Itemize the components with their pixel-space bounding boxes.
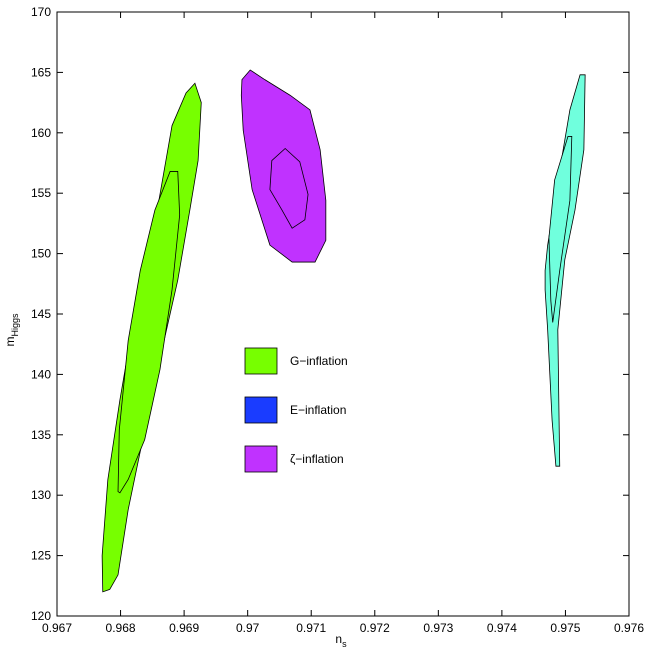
legend-swatch bbox=[244, 445, 278, 473]
x-axis-label: ns bbox=[335, 632, 347, 649]
y-tick-label: 155 bbox=[31, 186, 51, 200]
regions bbox=[101, 69, 586, 593]
x-tick-label: 0.975 bbox=[550, 621, 580, 635]
y-tick-label: 120 bbox=[31, 609, 51, 623]
legend-swatch bbox=[244, 347, 278, 375]
legend-swatch bbox=[244, 396, 278, 424]
y-tick-label: 145 bbox=[31, 307, 51, 321]
y-tick-label: 160 bbox=[31, 126, 51, 140]
y-tick-label: 165 bbox=[31, 65, 51, 79]
legend-label: E−inflation bbox=[290, 403, 346, 417]
x-tick-label: 0.974 bbox=[487, 621, 517, 635]
x-tick-label: 0.976 bbox=[614, 621, 644, 635]
y-tick-label: 140 bbox=[31, 367, 51, 381]
y-label-sub: Higgs bbox=[10, 313, 20, 337]
x-tick-label: 0.967 bbox=[42, 621, 72, 635]
x-tick-label: 0.97 bbox=[236, 621, 260, 635]
x-tick-label: 0.969 bbox=[169, 621, 199, 635]
contour-inner bbox=[548, 136, 573, 323]
x-label-sub: s bbox=[342, 639, 347, 649]
x-tick-label: 0.973 bbox=[423, 621, 453, 635]
y-label-main: m bbox=[3, 337, 17, 347]
contour-outer bbox=[544, 74, 586, 467]
legend-label: G−inflation bbox=[290, 354, 348, 368]
x-tick-label: 0.971 bbox=[296, 621, 326, 635]
x-tick-label: 0.972 bbox=[360, 621, 390, 635]
y-tick-label: 130 bbox=[31, 488, 51, 502]
legend-label: ζ−inflation bbox=[290, 452, 344, 466]
y-tick-label: 135 bbox=[31, 428, 51, 442]
y-tick-label: 125 bbox=[31, 549, 51, 563]
contour-inner bbox=[117, 171, 181, 494]
contour-inner bbox=[269, 147, 309, 229]
x-label-main: n bbox=[335, 632, 342, 646]
x-tick-label: 0.968 bbox=[106, 621, 136, 635]
y-tick-label: 150 bbox=[31, 247, 51, 261]
axes: 0.967 0.968 0.969 0.97 0.971 0.972 0.973 0.974 0… bbox=[31, 5, 644, 635]
legend: G−inflation E−inflation ζ−inflation bbox=[244, 347, 348, 473]
y-tick-label: 170 bbox=[31, 5, 51, 19]
y-axis-label: mHiggs bbox=[3, 313, 20, 347]
